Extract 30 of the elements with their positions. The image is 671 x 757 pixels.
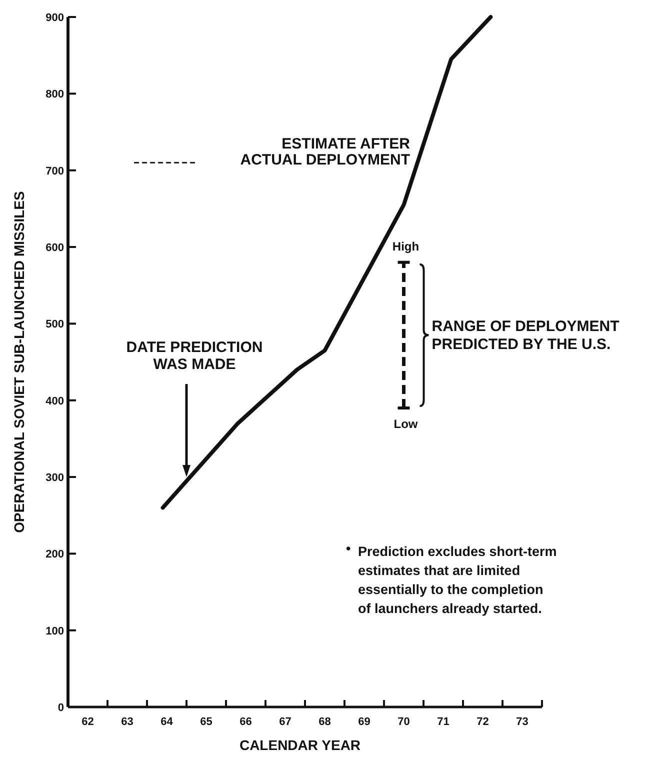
y-tick-label: 200 (46, 548, 64, 561)
x-tick-label: 66 (240, 716, 252, 728)
y-tick-label: 0 (58, 702, 64, 714)
x-tick-label: 63 (121, 716, 134, 728)
y-tick-label: 500 (46, 318, 64, 331)
x-tick-label: 69 (358, 716, 370, 728)
x-tick-label: 68 (318, 716, 331, 728)
y-tick-label: 100 (46, 625, 64, 638)
y-tick-label: 300 (46, 472, 64, 484)
y-axis-title: OPERATIONAL SOVIET SUB-LAUNCHED MISSILES (11, 191, 27, 533)
series-label: ESTIMATE AFTER ACTUAL DEPLOYMENT (240, 136, 410, 169)
x-tick-label: 64 (160, 716, 174, 728)
y-tick-label: 700 (46, 165, 64, 178)
annotation: Low (394, 417, 418, 431)
annotation: DATE PREDICTION WAS MADE (126, 339, 263, 373)
y-tick-label: 800 (46, 88, 64, 101)
y-tick-label: 900 (46, 12, 64, 24)
y-tick-label: 400 (46, 395, 64, 408)
x-axis-title: CALENDAR YEAR (239, 737, 361, 753)
x-tick-label: 67 (279, 716, 292, 728)
x-tick-label: 70 (398, 716, 410, 728)
annotation: High (392, 239, 420, 254)
y-tick-label: 600 (46, 242, 64, 254)
x-tick-label: 73 (516, 716, 528, 728)
annotation: RANGE OF DEPLOYMENT PREDICTED BY THE U.S. (432, 318, 620, 354)
annotation: • Prediction excludes short-term estimates that are limited essentially to the completion of launchers already started. (346, 541, 557, 616)
x-tick-label: 72 (476, 716, 489, 728)
x-tick-label: 65 (200, 716, 212, 728)
x-tick-label: 71 (437, 716, 450, 728)
x-tick-label: 62 (82, 716, 94, 728)
